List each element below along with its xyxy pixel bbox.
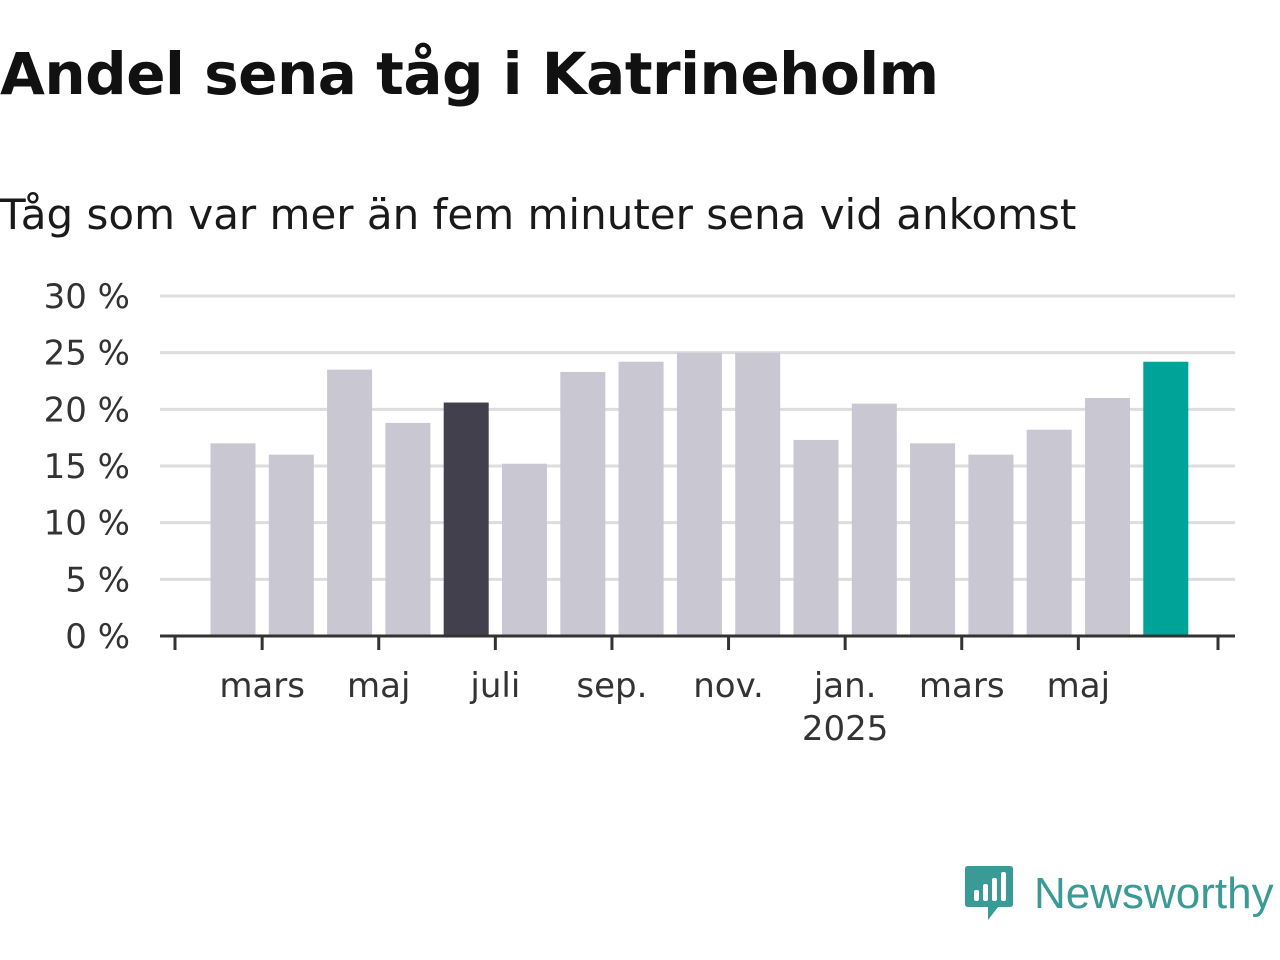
y-tick-label: 15 % bbox=[44, 447, 130, 487]
x-tick-year-label: 2025 bbox=[802, 709, 889, 749]
y-tick-label: 25 % bbox=[44, 334, 130, 374]
y-tick-label: 30 % bbox=[44, 277, 130, 317]
bar bbox=[210, 443, 256, 636]
y-tick-label: 20 % bbox=[44, 390, 130, 430]
y-tick-label: 5 % bbox=[65, 560, 130, 600]
bar bbox=[618, 361, 664, 636]
bar bbox=[443, 402, 489, 636]
newsworthy-logo-icon bbox=[965, 866, 1013, 920]
chart-subtitle: Tåg som var mer än fem minuter sena vid … bbox=[0, 190, 1077, 239]
x-tick-label: mars bbox=[919, 666, 1005, 706]
y-axis-tick-labels: 0 % 5 % 10 % 15 % 20 % 25 % 30 % bbox=[44, 277, 130, 657]
x-axis bbox=[160, 634, 1235, 650]
y-tick-label: 0 % bbox=[65, 617, 130, 657]
bar bbox=[268, 454, 314, 636]
bar bbox=[385, 422, 431, 636]
x-tick-label: juli bbox=[469, 666, 520, 706]
bars bbox=[210, 352, 1189, 636]
newsworthy-logo-text: Newsworthy bbox=[1034, 869, 1274, 918]
newsworthy-logo: Newsworthy bbox=[964, 864, 1274, 924]
bar bbox=[1143, 361, 1189, 636]
x-tick-label: sep. bbox=[576, 666, 647, 706]
x-tick-label: mars bbox=[219, 666, 305, 706]
bar bbox=[502, 463, 547, 636]
bar bbox=[1085, 398, 1130, 636]
bar bbox=[968, 454, 1014, 636]
x-tick-label: maj bbox=[1047, 666, 1110, 706]
x-tick-label: nov. bbox=[693, 666, 764, 706]
bar bbox=[735, 352, 781, 636]
bar bbox=[851, 403, 897, 636]
bar bbox=[327, 369, 373, 636]
x-tick-label: maj bbox=[347, 666, 410, 706]
bar bbox=[560, 371, 606, 636]
bar bbox=[676, 352, 722, 636]
x-axis-tick-labels: mars maj juli sep. nov. jan.2025 mars maj bbox=[219, 666, 1110, 749]
bar bbox=[1026, 429, 1072, 636]
x-tick-label: jan. bbox=[813, 666, 877, 706]
chart-title: Andel sena tåg i Katrineholm bbox=[0, 40, 939, 108]
bar bbox=[910, 443, 956, 636]
bar bbox=[793, 439, 839, 636]
y-tick-label: 10 % bbox=[44, 504, 130, 544]
